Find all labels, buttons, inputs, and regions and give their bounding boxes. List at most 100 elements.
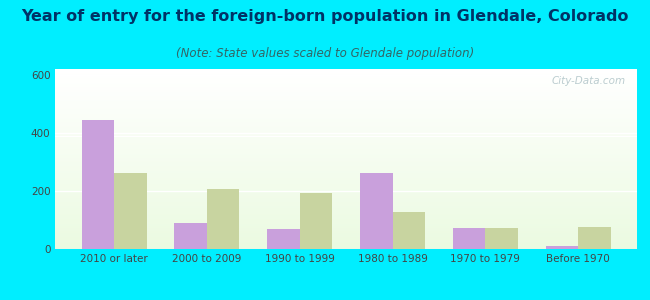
Bar	[55, 233, 637, 234]
Bar	[55, 191, 637, 192]
Bar	[55, 163, 637, 164]
Bar	[55, 103, 637, 104]
Bar	[55, 149, 637, 150]
Bar	[55, 184, 637, 185]
Bar	[55, 102, 637, 103]
Bar	[55, 172, 637, 173]
Bar	[55, 135, 637, 136]
Bar	[55, 211, 637, 212]
Bar	[55, 126, 637, 127]
Bar	[55, 82, 637, 83]
Bar	[55, 201, 637, 202]
Bar	[55, 193, 637, 194]
Bar	[55, 136, 637, 137]
Bar	[55, 225, 637, 226]
Bar	[55, 79, 637, 80]
Bar	[55, 94, 637, 95]
Bar	[55, 105, 637, 106]
Bar	[55, 207, 637, 208]
Bar	[55, 150, 637, 151]
Bar	[55, 186, 637, 187]
Bar	[55, 131, 637, 132]
Bar	[55, 140, 637, 141]
Bar	[55, 166, 637, 167]
Bar	[55, 171, 637, 172]
Bar	[55, 243, 637, 244]
Bar	[55, 199, 637, 200]
Bar	[393, 212, 425, 249]
Bar	[55, 91, 637, 92]
Bar	[486, 228, 518, 249]
Bar	[55, 197, 637, 198]
Bar	[55, 138, 637, 139]
Bar	[55, 159, 637, 160]
Bar	[55, 113, 637, 114]
Bar	[55, 117, 637, 118]
Text: City-Data.com: City-Data.com	[551, 76, 625, 86]
Bar	[55, 153, 637, 154]
Bar	[55, 231, 637, 232]
Bar	[55, 93, 637, 94]
Bar	[55, 118, 637, 119]
Bar	[55, 169, 637, 170]
Bar	[55, 204, 637, 205]
Bar	[55, 192, 637, 193]
Bar	[55, 122, 637, 123]
Bar	[82, 120, 114, 249]
Bar	[55, 144, 637, 145]
Bar	[453, 228, 486, 249]
Bar	[55, 161, 637, 162]
Bar	[55, 213, 637, 214]
Bar	[55, 205, 637, 206]
Bar	[55, 112, 637, 113]
Bar	[55, 246, 637, 247]
Bar	[55, 151, 637, 152]
Bar	[55, 69, 637, 70]
Bar	[55, 123, 637, 124]
Bar	[55, 76, 637, 77]
Bar	[55, 220, 637, 221]
Bar	[55, 237, 637, 238]
Bar	[55, 194, 637, 195]
Bar	[55, 229, 637, 230]
Bar	[55, 100, 637, 101]
Bar	[55, 212, 637, 213]
Bar	[55, 84, 637, 85]
Bar	[55, 157, 637, 158]
Bar	[55, 86, 637, 87]
Bar	[55, 143, 637, 144]
Bar	[55, 83, 637, 84]
Bar	[267, 229, 300, 249]
Bar	[55, 227, 637, 228]
Bar	[55, 95, 637, 96]
Bar	[55, 232, 637, 233]
Bar	[55, 176, 637, 177]
Bar	[55, 241, 637, 242]
Bar	[55, 182, 637, 183]
Bar	[55, 115, 637, 116]
Bar	[55, 173, 637, 174]
Bar	[55, 196, 637, 197]
Bar	[55, 100, 637, 101]
Bar	[55, 210, 637, 211]
Bar	[55, 239, 637, 240]
Bar	[55, 222, 637, 223]
Bar	[55, 81, 637, 82]
Bar	[55, 187, 637, 188]
Bar	[55, 80, 637, 81]
Bar	[55, 174, 637, 175]
Bar	[55, 224, 637, 225]
Bar	[55, 235, 637, 236]
Bar	[55, 130, 637, 131]
Bar	[55, 146, 637, 147]
Bar	[55, 236, 637, 237]
Bar	[55, 167, 637, 168]
Bar	[55, 185, 637, 186]
Bar	[55, 90, 637, 91]
Bar	[360, 173, 393, 249]
Bar	[55, 206, 637, 207]
Bar	[55, 198, 637, 199]
Bar	[55, 152, 637, 153]
Bar	[55, 230, 637, 231]
Bar	[55, 116, 637, 117]
